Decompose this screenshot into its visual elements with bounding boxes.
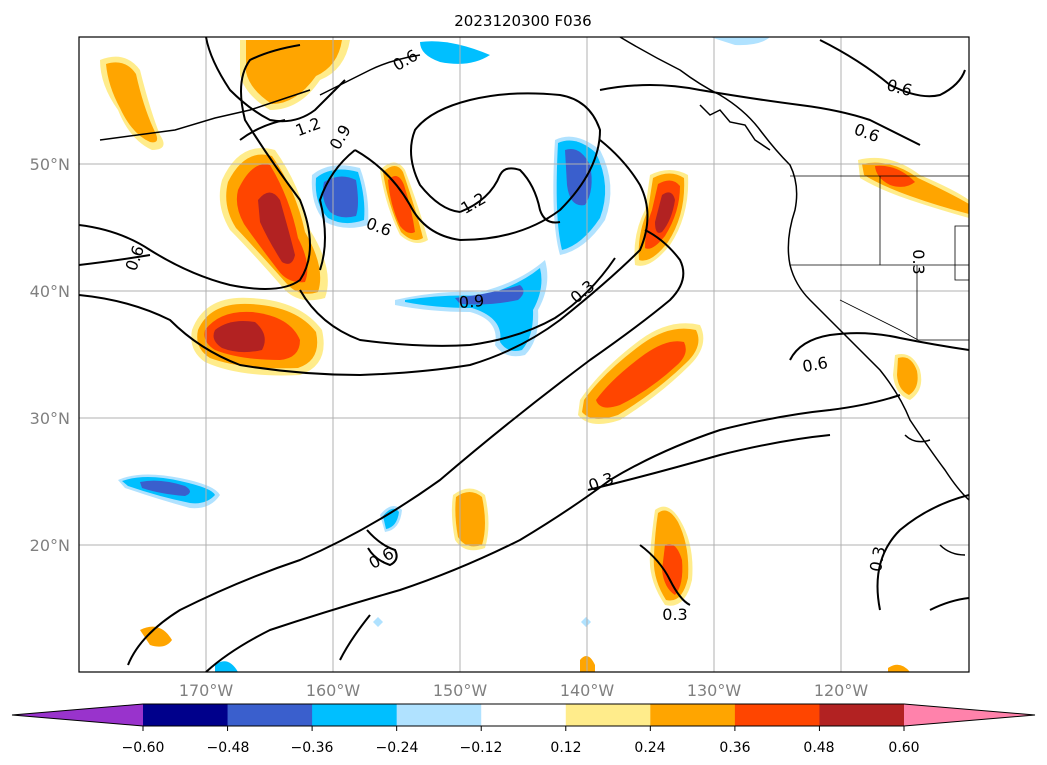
colorbar-segment: [565, 704, 651, 726]
colorbar-segment: [143, 704, 229, 726]
lon-label: 130°W: [687, 681, 742, 700]
fill-region-small-7: [373, 617, 383, 627]
fill-region-aleutian-west: [100, 56, 164, 150]
colorbar-tick-label: 0.12: [550, 740, 581, 756]
colorbar-segment: [819, 704, 905, 726]
longitude-labels: 170°W 160°W 150°W 140°W 130°W 120°W: [179, 681, 869, 700]
fill-region-small-1: [140, 626, 172, 647]
lon-label: 170°W: [179, 681, 234, 700]
lon-label: 120°W: [814, 681, 869, 700]
fill-region-positive-south: [649, 506, 693, 606]
fill-region-positive-135w: [634, 170, 689, 266]
fill-region-small-6: [710, 37, 770, 46]
fill-region-negative-25n: [118, 474, 220, 509]
colorbar-tick-label: −0.48: [207, 740, 250, 756]
colorbar-tick-label: −0.12: [460, 740, 503, 756]
colorbar-extend-min: [12, 704, 143, 726]
fill-region-small-4: [215, 661, 238, 672]
colorbar-tick-label: −0.24: [376, 740, 419, 756]
colorbar-tick-label: 0.36: [719, 740, 750, 756]
contour-label: 0.6: [801, 353, 829, 376]
latitude-labels: 50°N 40°N 30°N 20°N: [30, 155, 70, 555]
graticule: [79, 37, 969, 672]
fill-region-small-8: [581, 617, 591, 627]
colorbar-tick-label: 0.24: [634, 740, 665, 756]
fill-region-positive-california: [893, 354, 922, 400]
political-borders: [790, 175, 969, 341]
fill-region-small-3: [888, 664, 910, 672]
colorbar-tick-label: −0.60: [122, 740, 165, 756]
colorbar: [11, 703, 1036, 731]
lon-label: 140°W: [560, 681, 615, 700]
fill-region-positive-diagonal: [578, 323, 704, 424]
lat-label: 20°N: [30, 536, 70, 555]
colorbar-segment: [312, 704, 398, 726]
coastlines: [99, 37, 969, 556]
colorbar-segment: [734, 704, 820, 726]
fill-region-positive-southwest: [191, 297, 324, 376]
lon-label: 150°W: [433, 681, 488, 700]
fill-region-positive-155w: [380, 162, 428, 244]
contour-label: 0.3: [866, 545, 889, 573]
colorbar-segment: [396, 704, 482, 726]
map-frame: [78, 36, 970, 673]
lat-label: 30°N: [30, 409, 70, 428]
lat-label: 40°N: [30, 282, 70, 301]
colorbar-ticks: −0.60 −0.48 −0.36 −0.24 −0.12 0.12 0.24 …: [122, 740, 920, 756]
colorbar-segment: [650, 704, 736, 726]
contour-lines: [79, 37, 969, 672]
fill-region-negative-band: [395, 260, 548, 357]
colorbar-segment: [481, 704, 567, 726]
contour-label: 0.3: [662, 605, 687, 624]
colorbar-tick-label: 0.60: [888, 740, 919, 756]
colorbar-tick-label: −0.36: [291, 740, 334, 756]
fill-region-positive-150w: [451, 488, 489, 551]
fill-region-aleutian-east: [240, 40, 350, 110]
lon-label: 160°W: [306, 681, 361, 700]
colorbar-tick-label: 0.48: [803, 740, 834, 756]
contour-label: 0.3: [909, 249, 928, 274]
contour-label: 0.9: [458, 291, 485, 312]
shaded-fields: [100, 37, 969, 672]
fill-region-negative-trough: [553, 136, 611, 255]
colorbar-extend-max: [904, 704, 1035, 726]
colorbar-segment: [227, 704, 313, 726]
fill-region-positive-west: [219, 148, 328, 301]
lat-label: 50°N: [30, 155, 70, 174]
fill-region-small-5: [420, 41, 490, 64]
map-title: 2023120300 F036: [454, 12, 591, 30]
map-area: 0.6 1.2 0.9 0.6 1.2 0.6 0.6 0.6 0.9 0.3 …: [79, 37, 969, 672]
